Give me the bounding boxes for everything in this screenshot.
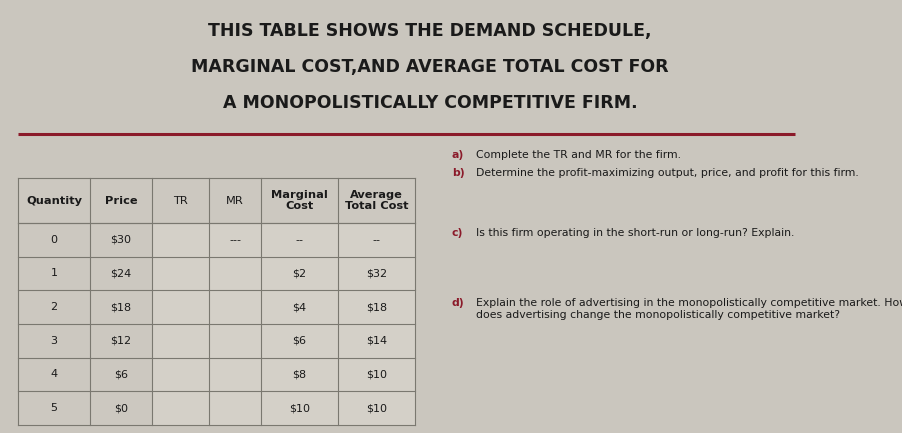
Text: $10: $10 <box>365 369 387 379</box>
Text: c): c) <box>452 228 463 238</box>
Text: $18: $18 <box>365 302 387 312</box>
Bar <box>18 178 415 223</box>
Bar <box>209 223 261 257</box>
Bar <box>18 391 90 425</box>
Bar <box>18 324 90 358</box>
Bar <box>209 291 261 324</box>
Bar <box>261 223 337 257</box>
Text: $4: $4 <box>292 302 307 312</box>
Bar <box>261 391 337 425</box>
Text: Is this firm operating in the short-run or long-run? Explain.: Is this firm operating in the short-run … <box>475 228 794 238</box>
Text: --: -- <box>295 235 303 245</box>
Text: --: -- <box>373 235 380 245</box>
Bar <box>261 358 337 391</box>
Text: $10: $10 <box>365 403 387 413</box>
Text: TR: TR <box>173 196 188 206</box>
Bar <box>261 324 337 358</box>
Bar <box>18 223 90 257</box>
Text: $2: $2 <box>292 268 307 278</box>
Text: $24: $24 <box>110 268 132 278</box>
Bar <box>90 257 152 291</box>
Bar <box>209 358 261 391</box>
Text: Explain the role of advertising in the monopolistically competitive market. How
: Explain the role of advertising in the m… <box>475 298 902 320</box>
Bar <box>90 324 152 358</box>
Bar <box>152 223 209 257</box>
Text: a): a) <box>452 150 464 160</box>
Bar <box>261 291 337 324</box>
Bar <box>337 391 415 425</box>
Bar <box>152 291 209 324</box>
Text: A MONOPOLISTICALLY COMPETITIVE FIRM.: A MONOPOLISTICALLY COMPETITIVE FIRM. <box>223 94 637 112</box>
Text: Marginal
Cost: Marginal Cost <box>271 190 327 211</box>
Bar <box>18 291 90 324</box>
Text: Price: Price <box>105 196 137 206</box>
Text: Average
Total Cost: Average Total Cost <box>345 190 408 211</box>
Text: ---: --- <box>229 235 241 245</box>
Text: $6: $6 <box>114 369 128 379</box>
Bar <box>209 324 261 358</box>
Text: $32: $32 <box>365 268 387 278</box>
Bar <box>337 324 415 358</box>
Text: $10: $10 <box>289 403 309 413</box>
Bar <box>152 324 209 358</box>
Text: 4: 4 <box>51 369 58 379</box>
Text: d): d) <box>452 298 465 308</box>
Text: b): b) <box>452 168 465 178</box>
Text: $0: $0 <box>114 403 128 413</box>
Bar <box>337 223 415 257</box>
Text: 2: 2 <box>51 302 58 312</box>
Bar <box>90 291 152 324</box>
Bar <box>337 257 415 291</box>
Bar <box>337 291 415 324</box>
Bar <box>337 358 415 391</box>
Bar <box>90 391 152 425</box>
Text: 1: 1 <box>51 268 58 278</box>
Text: 0: 0 <box>51 235 58 245</box>
Text: $6: $6 <box>292 336 307 346</box>
Bar <box>18 257 90 291</box>
Bar <box>209 257 261 291</box>
Text: THIS TABLE SHOWS THE DEMAND SCHEDULE,: THIS TABLE SHOWS THE DEMAND SCHEDULE, <box>208 22 651 40</box>
Bar <box>261 257 337 291</box>
Text: $8: $8 <box>292 369 307 379</box>
Text: Determine the profit-maximizing output, price, and profit for this firm.: Determine the profit-maximizing output, … <box>475 168 858 178</box>
Text: 5: 5 <box>51 403 58 413</box>
Text: Complete the TR and MR for the firm.: Complete the TR and MR for the firm. <box>475 150 680 160</box>
Text: $30: $30 <box>110 235 132 245</box>
Text: MR: MR <box>226 196 244 206</box>
Text: Quantity: Quantity <box>26 196 82 206</box>
Text: $18: $18 <box>110 302 132 312</box>
Text: 3: 3 <box>51 336 58 346</box>
Bar <box>152 257 209 291</box>
Text: MARGINAL COST,AND AVERAGE TOTAL COST FOR: MARGINAL COST,AND AVERAGE TOTAL COST FOR <box>191 58 668 76</box>
Bar <box>18 358 90 391</box>
Text: $14: $14 <box>365 336 387 346</box>
Text: $12: $12 <box>110 336 132 346</box>
Bar <box>209 391 261 425</box>
Bar <box>90 223 152 257</box>
Bar <box>152 391 209 425</box>
Bar <box>90 358 152 391</box>
Bar <box>152 358 209 391</box>
